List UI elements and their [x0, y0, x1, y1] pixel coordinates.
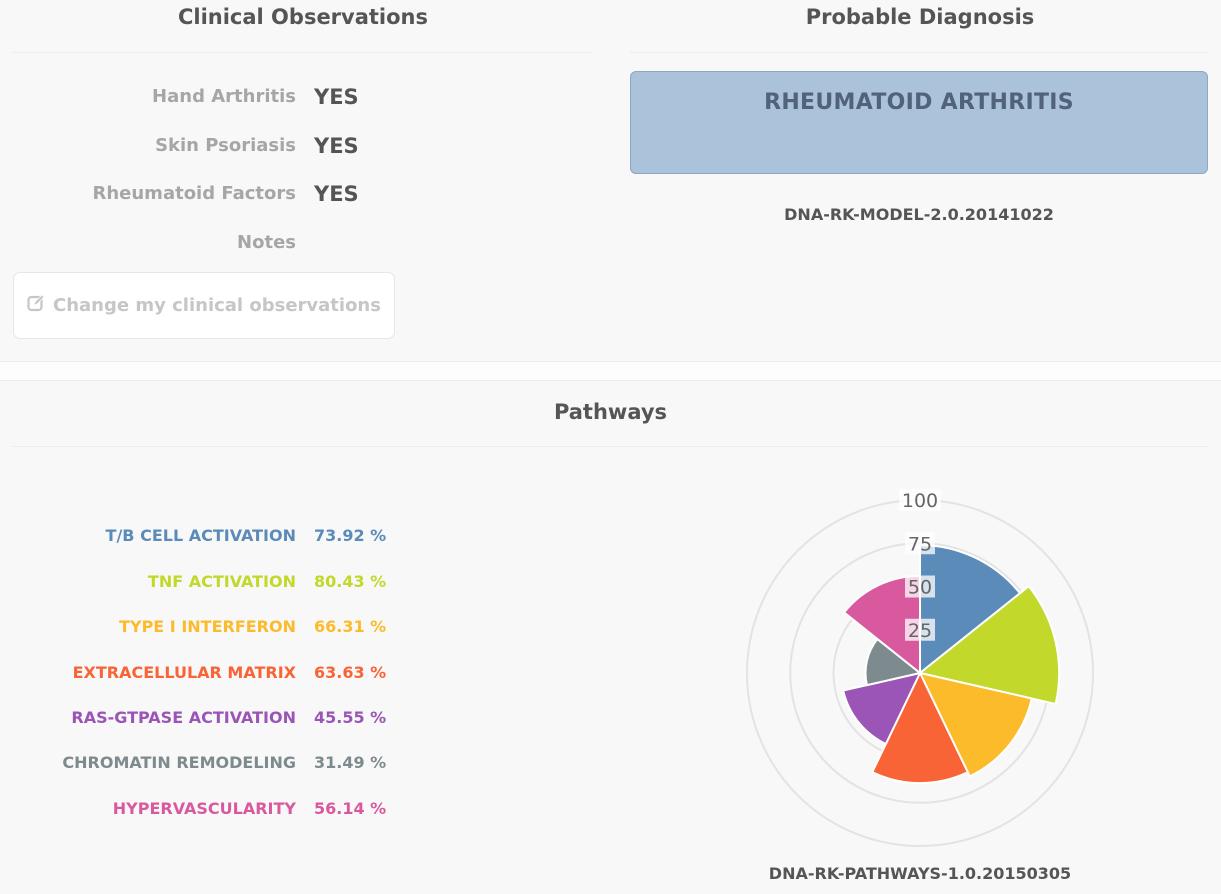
pathway-row-tnf: TNF ACTIVATION 80.43 %	[0, 570, 400, 594]
pathway-value: 80.43 %	[314, 572, 387, 591]
pathway-row-hypervascularity: HYPERVASCULARITY 56.14 %	[0, 797, 400, 821]
observation-row-rheumatoid-factors: Rheumatoid Factors YES	[14, 179, 614, 209]
edit-icon	[27, 294, 45, 317]
clinical-observations-title: Clinical Observations	[177, 5, 429, 29]
diagnosis-title-divider	[630, 52, 1208, 53]
pathway-label: EXTRACELLULAR MATRIX	[72, 663, 296, 682]
change-observations-label: Change my clinical observations	[53, 295, 381, 316]
pathway-value: 63.63 %	[314, 663, 387, 682]
pathways-title: Pathways	[553, 400, 668, 424]
section-separator	[0, 361, 1221, 381]
pathway-label: HYPERVASCULARITY	[112, 799, 296, 818]
pathway-row-ras-gtpase: RAS-GTPASE ACTIVATION 45.55 %	[0, 706, 400, 730]
observation-row-notes: Notes	[14, 228, 614, 258]
observation-row-skin-psoriasis: Skin Psoriasis YES	[14, 131, 614, 161]
probable-diagnosis-title: Probable Diagnosis	[805, 5, 1035, 29]
pathway-label: TYPE I INTERFERON	[119, 617, 296, 636]
pathway-row-tb-cell: T/B CELL ACTIVATION 73.92 %	[0, 524, 400, 548]
diagnosis-result-box: RHEUMATOID ARTHRITIS	[630, 71, 1208, 174]
chart-slice-3	[918, 671, 1034, 778]
pathway-label: T/B CELL ACTIVATION	[105, 526, 296, 545]
observation-value: YES	[314, 134, 359, 158]
pathway-row-chromatin: CHROMATIN REMODELING 31.49 %	[0, 751, 400, 775]
tick-label: 100	[902, 490, 938, 512]
tick-label: 25	[908, 620, 932, 642]
clinical-title-divider	[13, 52, 593, 53]
pathway-value: 66.31 %	[314, 617, 387, 636]
pathway-value: 45.55 %	[314, 708, 387, 727]
tick-label-bg	[905, 532, 935, 555]
observation-value: YES	[314, 85, 359, 109]
pathway-row-type-i-interferon: TYPE I INTERFERON 66.31 %	[0, 615, 400, 639]
tick-label: 50	[908, 577, 932, 599]
pathways-title-divider	[13, 446, 1208, 447]
chart-slice-5	[841, 671, 922, 746]
chart-slice-4	[870, 670, 970, 785]
observation-label: Hand Arthritis	[152, 86, 296, 107]
tick-label-bg	[899, 489, 941, 511]
pathways-polar-chart: 25 50 75 100	[746, 489, 1094, 847]
observation-value: YES	[314, 182, 359, 206]
diagnosis-model-id: DNA-RK-MODEL-2.0.20141022	[784, 205, 1054, 224]
pathways-model-id: DNA-RK-PATHWAYS-1.0.20150305	[768, 864, 1072, 883]
observation-label: Rheumatoid Factors	[92, 183, 296, 204]
pathway-label: TNF ACTIVATION	[147, 572, 296, 591]
observation-row-hand-arthritis: Hand Arthritis YES	[14, 82, 614, 112]
pathway-value: 56.14 %	[314, 799, 387, 818]
pathway-label: CHROMATIN REMODELING	[62, 753, 296, 772]
pathway-value: 31.49 %	[314, 753, 387, 772]
observation-label: Skin Psoriasis	[155, 135, 296, 156]
diagnosis-result: RHEUMATOID ARTHRITIS	[764, 90, 1074, 115]
chart-slice-2	[917, 584, 1061, 706]
pathway-value: 73.92 %	[314, 526, 387, 545]
tick-label-bg	[905, 618, 935, 641]
observation-label: Notes	[237, 232, 296, 253]
pathway-row-extracellular-matrix: EXTRACELLULAR MATRIX 63.63 %	[0, 661, 400, 685]
pathway-label: RAS-GTPASE ACTIVATION	[71, 708, 296, 727]
tick-label-bg	[905, 575, 935, 598]
change-observations-button[interactable]: Change my clinical observations	[13, 272, 395, 339]
tick-label: 75	[908, 533, 932, 555]
